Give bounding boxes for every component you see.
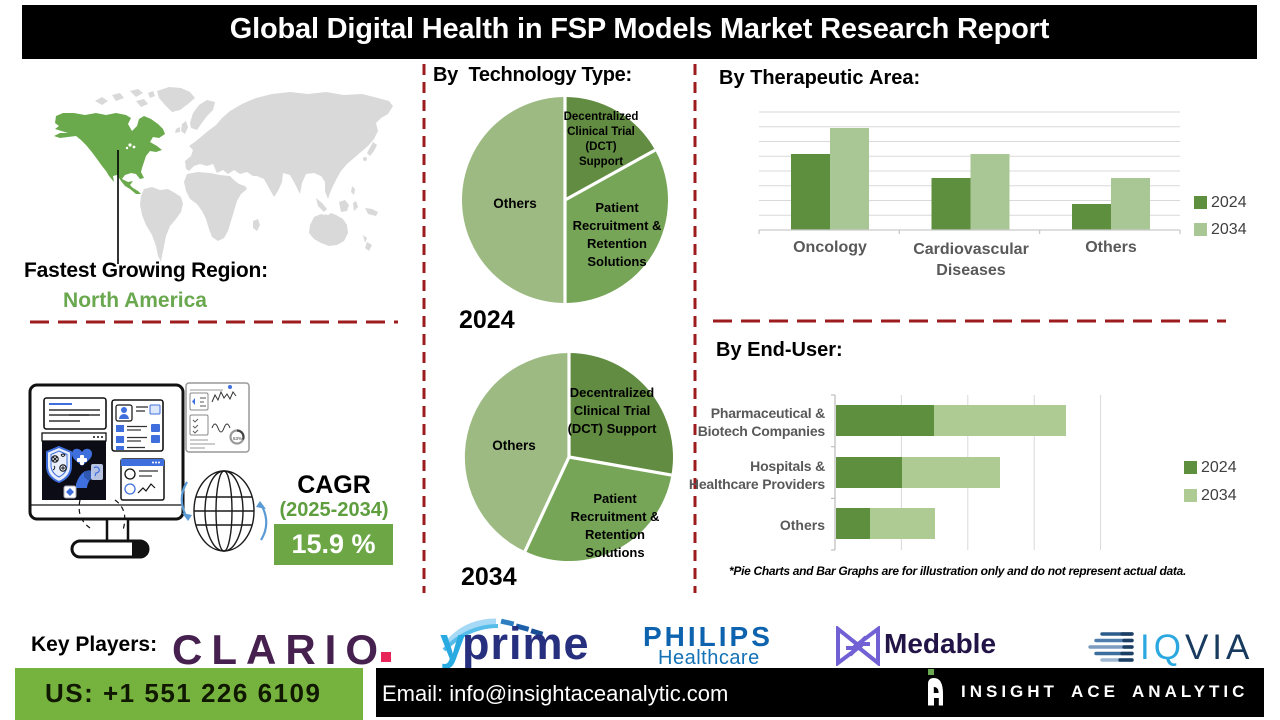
svg-text:y: y: [440, 618, 465, 669]
svg-text:prime: prime: [462, 618, 590, 669]
svg-text:63%: 63%: [233, 436, 242, 441]
